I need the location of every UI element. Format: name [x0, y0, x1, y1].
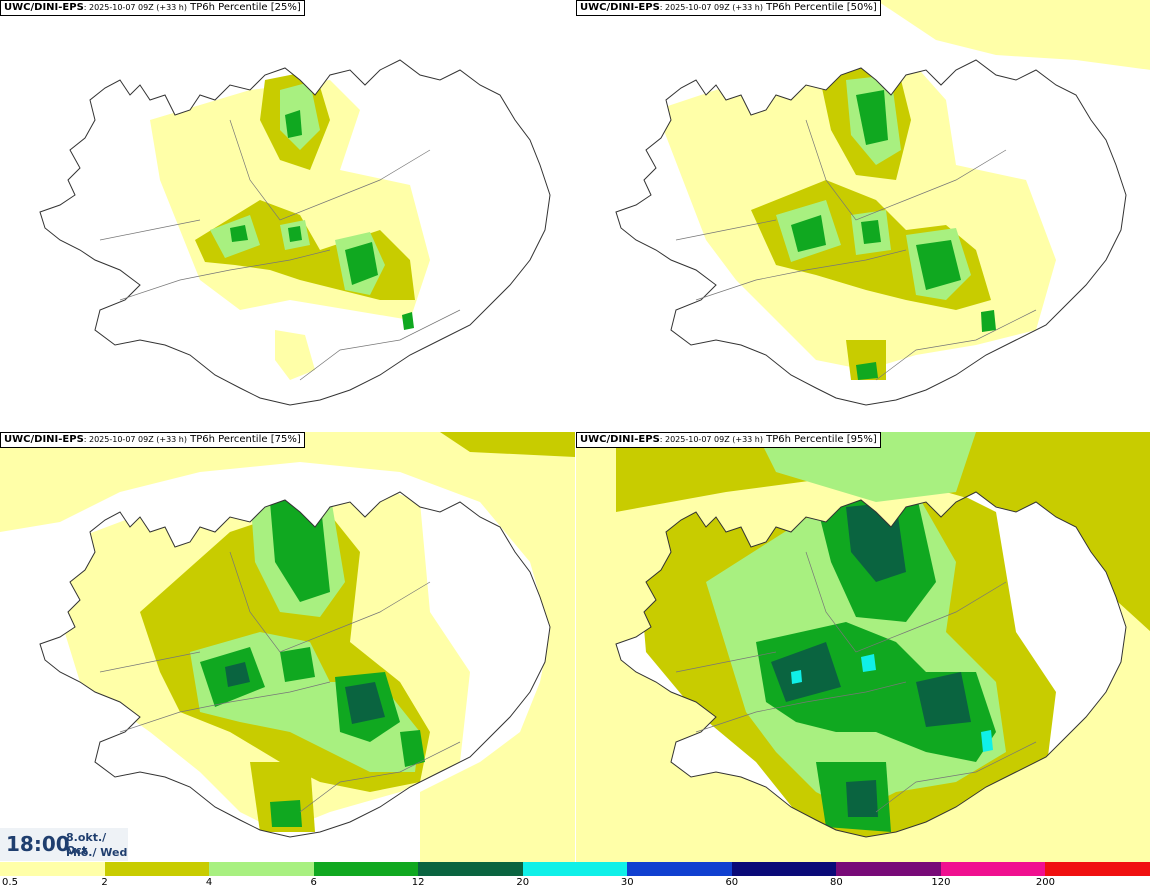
legend-swatch: [418, 862, 523, 876]
precip-area: [280, 647, 315, 682]
run-time: : 2025-10-07 09Z (+33 h): [659, 3, 763, 12]
panel-title: UWC/DINI-EPS: 2025-10-07 09Z (+33 h) TP6…: [576, 432, 881, 448]
precip-area: [230, 225, 248, 242]
precip-area-offshore: [756, 432, 976, 502]
map-panel-p25: UWC/DINI-EPS: 2025-10-07 09Z (+33 h) TP6…: [0, 0, 575, 431]
precip-area-offshore: [0, 432, 575, 863]
precip-area: [791, 215, 826, 252]
legend-tick-label: 120: [931, 877, 951, 888]
precip-area: [916, 240, 961, 290]
precip-area: [345, 242, 378, 285]
percentile-label: TP6h Percentile [75%]: [186, 434, 301, 445]
precip-area-offshore: [876, 0, 1150, 70]
coastline: [39, 491, 551, 838]
coastline: [39, 59, 551, 406]
road-network: [675, 551, 1037, 813]
run-time: : 2025-10-07 09Z (+33 h): [83, 435, 187, 444]
legend-tick-label: 20: [516, 877, 530, 888]
land-precip-layer: [40, 60, 550, 405]
percentile-label: TP6h Percentile [25%]: [186, 2, 301, 13]
model-name: UWC/DINI-EPS: [580, 434, 660, 445]
model-name: UWC/DINI-EPS: [580, 2, 660, 13]
map-panel-p50: UWC/DINI-EPS: 2025-10-07 09Z (+33 h) TP6…: [576, 0, 1150, 431]
map-panel-p95: UWC/DINI-EPS: 2025-10-07 09Z (+33 h) TP6…: [576, 432, 1150, 863]
panel-title: UWC/DINI-EPS: 2025-10-07 09Z (+33 h) TP6…: [576, 0, 881, 16]
precip-area: [861, 220, 881, 244]
legend-tick-label: 200: [1035, 877, 1055, 888]
precip-area: [285, 110, 302, 138]
valid-time-box: 18:00 8.okt./ Oct Mið./ Wed: [0, 828, 128, 861]
precip-area: [275, 330, 315, 380]
legend-swatch: [104, 862, 210, 876]
legend-tick-label: 60: [725, 877, 739, 888]
road-network: [675, 119, 1037, 381]
coastline: [615, 491, 1127, 838]
precip-area: [981, 730, 993, 752]
percentile-label: TP6h Percentile [95%]: [762, 434, 877, 445]
valid-time: 18:00: [6, 832, 70, 856]
precip-area-offshore: [616, 432, 1150, 632]
model-name: UWC/DINI-EPS: [4, 2, 84, 13]
land-precip-layer: [616, 492, 1126, 837]
legend-swatch: [313, 862, 419, 876]
precip-area: [345, 682, 385, 724]
road-network: [99, 551, 461, 813]
land-precip-layer: [40, 492, 550, 837]
precip-area: [916, 672, 971, 727]
legend-swatch: [627, 862, 732, 876]
legend-swatch: [0, 862, 105, 876]
model-name: UWC/DINI-EPS: [4, 434, 84, 445]
legend-swatch: [209, 862, 314, 876]
valid-weekday: Mið./ Wed: [66, 846, 128, 859]
precip-area: [771, 642, 841, 702]
legend-swatch: [1045, 862, 1150, 876]
percentile-label: TP6h Percentile [50%]: [762, 2, 877, 13]
road-network: [99, 119, 461, 381]
legend-tick-label: 80: [829, 877, 843, 888]
precip-area: [402, 312, 414, 330]
run-time: : 2025-10-07 09Z (+33 h): [659, 435, 763, 444]
precip-area: [791, 670, 802, 684]
legend-tick-label: 6: [310, 877, 317, 888]
legend-tick-label: 2: [101, 877, 108, 888]
legend-swatch: [731, 862, 837, 876]
precip-area: [225, 662, 250, 687]
precip-area: [981, 310, 996, 332]
precip-area: [288, 226, 302, 242]
precip-area: [846, 780, 878, 817]
panel-title: UWC/DINI-EPS: 2025-10-07 09Z (+33 h) TP6…: [0, 0, 305, 16]
precip-area: [270, 800, 302, 827]
precipitation-map: [576, 432, 1150, 863]
precipitation-map: [39, 59, 551, 406]
precipitation-map: [0, 432, 575, 863]
run-time: : 2025-10-07 09Z (+33 h): [83, 3, 187, 12]
precip-area: [861, 654, 876, 672]
legend-swatch: [940, 862, 1046, 876]
color-legend: 0.5 2 4 6 12 20 30 60 80 120 200: [0, 862, 1150, 891]
panel-title: UWC/DINI-EPS: 2025-10-07 09Z (+33 h) TP6…: [0, 432, 305, 448]
valid-date: 8.okt./ Oct: [66, 831, 107, 857]
legend-swatch: [836, 862, 941, 876]
legend-tick-label: 4: [205, 877, 213, 888]
precipitation-map: [615, 0, 1150, 406]
precip-area: [400, 730, 425, 767]
legend-colorbar: [0, 862, 1150, 876]
legend-tick-label: 12: [411, 877, 425, 888]
precip-area: [856, 90, 888, 145]
precip-area: [856, 362, 878, 380]
coastline: [615, 59, 1127, 406]
precip-area-offshore: [440, 432, 575, 457]
legend-tick-label: 30: [620, 877, 634, 888]
land-precip-layer: [616, 60, 1126, 405]
legend-tick-label: 0.5: [2, 877, 18, 888]
legend-swatch: [522, 862, 628, 876]
map-panel-p75: UWC/DINI-EPS: 2025-10-07 09Z (+33 h) TP6…: [0, 432, 575, 863]
